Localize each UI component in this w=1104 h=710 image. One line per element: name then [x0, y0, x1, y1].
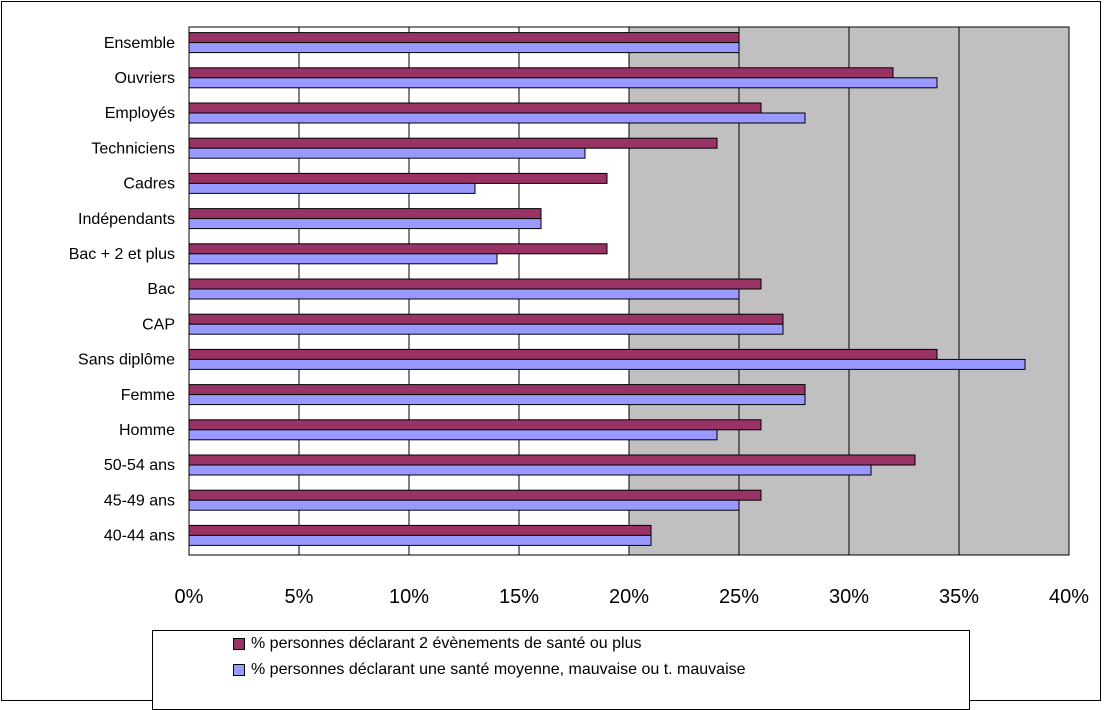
legend-label-series-2: % personnes déclarant une santé moyenne,… — [251, 661, 746, 678]
x-tick-label: 5% — [285, 586, 314, 608]
x-tick-label: 0% — [175, 586, 204, 608]
category-label: 50-54 ans — [104, 457, 175, 474]
bar-series-2 — [188, 147, 586, 159]
category-label: Indépendants — [78, 211, 175, 228]
bar-series-2 — [188, 464, 872, 476]
bar-series-2 — [188, 77, 938, 89]
bar-series-1 — [188, 32, 740, 44]
category-label: Sans diplôme — [78, 352, 175, 369]
x-tick-label: 15% — [499, 586, 539, 608]
legend-swatch-series-2 — [233, 664, 245, 676]
legend-label-series-1: % personnes déclarant 2 évènements de sa… — [251, 635, 642, 652]
bar-series-2 — [188, 358, 1026, 370]
bar-series-1 — [188, 348, 938, 360]
bar-series-1 — [188, 419, 762, 431]
bar-series-1 — [188, 102, 762, 114]
x-tick-label: 30% — [829, 586, 869, 608]
x-tick-labels: 0% 5% 10% 15% 20% 25% 30% 35% 40% — [175, 586, 1090, 608]
category-label: Cadres — [123, 176, 175, 193]
bar-series-1 — [188, 243, 608, 255]
bar-series-2 — [188, 429, 718, 441]
bar-series-2 — [188, 112, 806, 124]
bar-series-2 — [188, 182, 476, 194]
bar-series-2 — [188, 394, 806, 406]
legend-swatch-series-1 — [233, 638, 245, 650]
bar-series-1 — [188, 313, 784, 325]
x-tick-label: 40% — [1049, 586, 1089, 608]
x-tick-label: 35% — [939, 586, 979, 608]
bar-series-1 — [188, 208, 542, 220]
category-label: 40-44 ans — [104, 528, 175, 545]
x-tick-label: 20% — [609, 586, 649, 608]
bar-series-2 — [188, 323, 784, 335]
bar-series-1 — [188, 278, 762, 290]
x-tick-label: 10% — [389, 586, 429, 608]
bar-series-2 — [188, 253, 498, 265]
bar-series-1 — [188, 137, 718, 149]
category-label: CAP — [142, 316, 175, 333]
category-label: Ouvriers — [115, 70, 175, 87]
category-label: Bac — [147, 281, 175, 298]
bar-series-1 — [188, 454, 916, 466]
category-label: 45-49 ans — [104, 492, 175, 509]
bar-series-1 — [188, 67, 894, 79]
x-tick-label: 25% — [719, 586, 759, 608]
category-labels: Ensemble Ouvriers Employés Techniciens Cadre… — [69, 35, 175, 545]
bar-series-1 — [188, 489, 762, 501]
legend-item-series-1: % personnes déclarant 2 évènements de sa… — [233, 635, 641, 653]
bar-series-1 — [188, 384, 806, 396]
bar-series-2 — [188, 499, 740, 511]
category-label: Bac + 2 et plus — [69, 246, 175, 263]
bar-series-2 — [188, 218, 542, 230]
bar-series-2 — [188, 534, 652, 546]
bars — [188, 32, 1026, 546]
category-label: Employés — [105, 105, 175, 122]
category-label: Techniciens — [91, 140, 175, 157]
bar-series-1 — [188, 524, 652, 536]
bar-series-2 — [188, 288, 740, 300]
category-label: Homme — [119, 422, 175, 439]
bar-series-2 — [188, 42, 740, 54]
bar-series-1 — [188, 172, 608, 184]
bar-chart: Ensemble Ouvriers Employés Techniciens Cadre… — [69, 26, 1090, 608]
category-label: Femme — [121, 387, 175, 404]
legend: % personnes déclarant 2 évènements de sa… — [152, 630, 970, 710]
category-label: Ensemble — [104, 35, 175, 52]
legend-item-series-2: % personnes déclarant une santé moyenne,… — [233, 661, 746, 679]
